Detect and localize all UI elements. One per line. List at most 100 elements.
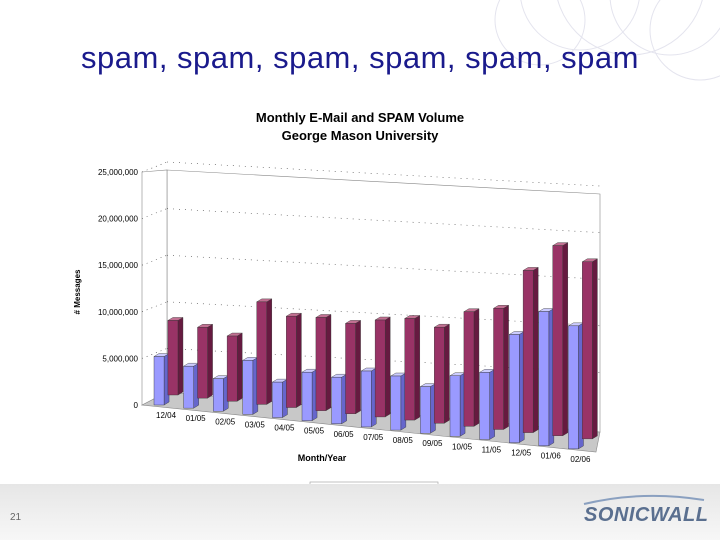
spam-bar — [390, 372, 407, 431]
x-tick-label: 02/06 — [570, 455, 591, 464]
total-mail-bar — [581, 258, 599, 440]
spam-bar — [508, 331, 525, 443]
total-mail-bar-side — [266, 298, 272, 405]
bar-chart: Monthly E-Mail and SPAM Volume George Ma… — [73, 110, 601, 497]
total-mail-bar-side — [592, 258, 598, 440]
x-tick-label: 09/05 — [422, 439, 443, 448]
total-mail-bar-side — [473, 308, 480, 427]
spam-bar — [449, 372, 466, 437]
x-tick-label: 01/06 — [541, 452, 562, 461]
x-tick-label: 03/05 — [245, 420, 266, 429]
chart-bars — [153, 242, 599, 450]
spam-bar — [212, 375, 229, 412]
x-tick-label: 08/05 — [393, 436, 414, 445]
slide-title: spam, spam, spam, spam, spam, spam — [81, 40, 639, 75]
x-tick-label: 01/05 — [186, 414, 207, 423]
total-mail-bar-side — [236, 332, 243, 402]
sonicwall-logo: SONICWALL — [584, 504, 709, 526]
y-axis-ticks: 0 5,000,000 10,000,000 15,000,000 20,000,000… — [98, 168, 139, 410]
total-mail-bar-front — [582, 261, 593, 440]
page-number: 21 — [10, 512, 22, 523]
total-mail-bar-front — [226, 335, 238, 402]
total-mail-bar-side — [355, 320, 361, 415]
decorative-circles — [494, 0, 720, 81]
y-tick-label: 0 — [134, 401, 139, 410]
x-tick-label: 10/05 — [452, 442, 473, 451]
total-mail-bar-side — [296, 312, 302, 408]
spam-bar — [182, 362, 200, 409]
x-tick-label: 02/05 — [215, 417, 236, 426]
spam-bar-front — [183, 365, 194, 409]
spam-bar-front — [479, 372, 490, 440]
spam-bar — [242, 356, 259, 415]
total-mail-bar — [403, 315, 421, 421]
total-mail-bar — [344, 320, 362, 415]
total-mail-bar-side — [532, 267, 539, 433]
y-tick-label: 5,000,000 — [102, 354, 138, 363]
spam-bar-front — [212, 378, 224, 412]
gridline-back — [166, 208, 601, 233]
x-tick-label: 11/05 — [482, 445, 502, 454]
spam-bar — [330, 373, 348, 425]
total-mail-bar-front — [552, 245, 563, 436]
total-mail-bar-side — [444, 323, 450, 424]
y-tick-label: 25,000,000 — [98, 168, 139, 177]
gridline-back — [166, 161, 601, 187]
total-mail-bar-front — [315, 317, 327, 411]
spam-bar-front — [272, 381, 283, 418]
spam-bar-front — [301, 372, 313, 421]
spam-bar-front — [538, 311, 550, 446]
y-tick-label: 15,000,000 — [98, 261, 139, 270]
total-mail-bar — [463, 308, 480, 427]
spam-bar — [271, 378, 289, 418]
total-mail-bar-front — [404, 318, 415, 421]
logo-swoosh-icon — [583, 494, 705, 505]
x-tick-label: 12/04 — [156, 411, 177, 420]
total-mail-bar-side — [414, 315, 420, 421]
total-mail-bar-side — [177, 317, 184, 396]
total-mail-bar-front — [522, 270, 534, 433]
total-mail-bar — [551, 242, 569, 437]
total-mail-bar — [315, 314, 332, 412]
total-mail-bar — [255, 298, 273, 405]
spam-bar-front — [568, 325, 579, 450]
total-mail-bar — [167, 317, 184, 396]
total-mail-bar — [285, 312, 303, 408]
total-mail-bar-front — [197, 327, 208, 399]
chart-subtitle: George Mason University — [282, 128, 440, 143]
y-tick-label: 20,000,000 — [98, 215, 139, 224]
total-mail-bar-side — [325, 314, 332, 412]
spam-bar — [478, 369, 496, 440]
total-mail-bar-side — [562, 242, 568, 437]
total-mail-bar — [433, 323, 451, 424]
total-mail-bar — [522, 267, 539, 433]
total-mail-bar-front — [286, 315, 297, 408]
total-mail-bar — [226, 332, 243, 402]
x-axis-ticks: 12/04 01/05 02/05 03/05 04/05 05/05 06/05 07/05… — [156, 411, 591, 464]
spam-bar-front — [242, 360, 254, 415]
x-tick-label: 05/05 — [304, 427, 325, 436]
total-mail-bar — [196, 323, 214, 399]
total-mail-bar-front — [463, 311, 475, 427]
footer-band — [0, 484, 720, 540]
spam-bar — [301, 368, 318, 422]
x-axis-label: Month/Year — [298, 453, 347, 463]
x-tick-label: 12/05 — [511, 449, 532, 458]
total-mail-bar-front — [345, 323, 356, 414]
spam-bar — [419, 383, 437, 434]
gridline-back — [166, 301, 601, 327]
total-mail-bar-front — [167, 320, 179, 396]
total-mail-bar-front — [256, 301, 267, 405]
total-mail-bar-side — [207, 323, 213, 399]
x-tick-label: 04/05 — [274, 424, 295, 433]
total-mail-bar-front — [374, 319, 386, 418]
x-tick-label: 07/05 — [363, 433, 384, 442]
chart-title: Monthly E-Mail and SPAM Volume — [256, 110, 464, 125]
total-mail-bar — [492, 304, 510, 430]
total-mail-bar-side — [503, 304, 509, 430]
x-tick-label: 06/05 — [334, 430, 355, 439]
spam-bar-front — [390, 375, 402, 431]
spam-bar — [567, 322, 585, 450]
spam-bar-front — [420, 386, 431, 434]
y-tick-label: 10,000,000 — [98, 308, 139, 317]
